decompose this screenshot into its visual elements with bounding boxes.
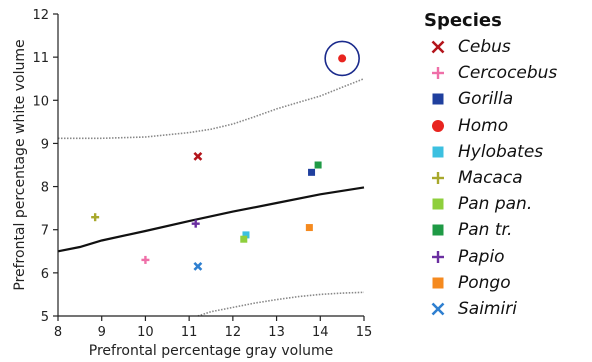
legend-label: Pan tr. bbox=[458, 220, 513, 241]
x-tick-label: 14 bbox=[312, 325, 329, 340]
legend-item-homo: Homo bbox=[424, 113, 557, 139]
y-tick-label: 8 bbox=[41, 181, 49, 196]
legend-marker bbox=[431, 40, 445, 54]
legend-marker bbox=[432, 67, 444, 80]
legend-marker-square-icon bbox=[432, 224, 444, 236]
legend-marker-square-icon bbox=[432, 198, 444, 210]
legend-label: Homo bbox=[458, 115, 509, 136]
y-tick-label: 7 bbox=[41, 224, 49, 239]
legend-marker bbox=[432, 224, 444, 236]
legend-marker-plus-icon bbox=[432, 172, 444, 185]
legend-marker-square-icon bbox=[432, 146, 444, 158]
legend-marker-plus-icon bbox=[432, 250, 444, 263]
legend-label: Cebus bbox=[458, 37, 511, 58]
legend-marker-square-icon bbox=[432, 93, 444, 105]
x-tick-label: 13 bbox=[268, 325, 285, 340]
legend-label: Pan pan. bbox=[458, 194, 533, 215]
legend-label: Papio bbox=[458, 246, 505, 267]
data-point-cebus bbox=[193, 151, 203, 161]
legend-marker-circle-icon bbox=[432, 119, 444, 132]
regression-line bbox=[57, 186, 365, 253]
legend-items: Cebus Cercocebus Gorilla Homo Hylobates Macac… bbox=[424, 34, 557, 322]
legend-item-papio: Papio bbox=[424, 244, 557, 270]
legend-marker-x-icon bbox=[431, 302, 445, 316]
legend-marker bbox=[432, 146, 444, 158]
legend-item-hylobates: Hylobates bbox=[424, 139, 557, 165]
data-point-gorilla bbox=[308, 168, 316, 176]
legend-marker bbox=[432, 250, 444, 263]
legend-item-saimiri: Saimiri bbox=[424, 296, 557, 322]
legend-label: Cercocebus bbox=[458, 63, 558, 84]
legend-item-gorilla: Gorilla bbox=[424, 86, 557, 112]
x-tick-label: 8 bbox=[54, 325, 62, 340]
x-tick-label: 15 bbox=[356, 325, 373, 340]
legend-item-cercocebus: Cercocebus bbox=[424, 60, 557, 86]
legend-label: Macaca bbox=[458, 168, 523, 189]
highlight-circle bbox=[324, 40, 360, 77]
legend-item-pan-tr: Pan tr. bbox=[424, 217, 557, 243]
legend-marker bbox=[432, 277, 444, 289]
lower-confidence-band bbox=[197, 291, 365, 317]
y-tick-label: 6 bbox=[41, 267, 49, 282]
legend: Species Cebus Cercocebus Gorilla Homo Hyloba… bbox=[424, 10, 557, 322]
y-axis-label: Prefrontal percentage white volume bbox=[12, 39, 28, 290]
legend-marker-plus-icon bbox=[432, 67, 444, 80]
x-axis-label: Prefrontal percentage gray volume bbox=[89, 343, 333, 359]
data-point-macaca bbox=[91, 213, 100, 222]
legend-label: Pongo bbox=[458, 272, 511, 293]
legend-marker bbox=[431, 302, 445, 316]
legend-marker bbox=[432, 198, 444, 210]
data-point-saimiri bbox=[193, 261, 203, 271]
data-point-pan-tr bbox=[314, 161, 322, 169]
legend-label: Hylobates bbox=[458, 141, 544, 162]
legend-title: Species bbox=[424, 10, 502, 31]
legend-marker-square-icon bbox=[432, 277, 444, 289]
data-point-papio bbox=[191, 219, 200, 228]
y-tick-label: 12 bbox=[32, 8, 49, 23]
legend-item-pongo: Pongo bbox=[424, 270, 557, 296]
legend-item-macaca: Macaca bbox=[424, 165, 557, 191]
legend-item-pan-pan: Pan pan. bbox=[424, 191, 557, 217]
y-tick-label: 11 bbox=[32, 51, 49, 66]
x-tick-label: 9 bbox=[98, 325, 106, 340]
upper-confidence-band bbox=[58, 77, 365, 140]
legend-item-cebus: Cebus bbox=[424, 34, 557, 60]
data-point-pongo bbox=[305, 224, 313, 232]
legend-label: Saimiri bbox=[458, 298, 517, 319]
data-point-cercocebus bbox=[141, 255, 150, 264]
legend-marker bbox=[432, 172, 444, 185]
data-point-hylobates bbox=[242, 231, 250, 239]
legend-marker bbox=[432, 119, 444, 132]
x-tick-label: 11 bbox=[181, 325, 198, 340]
x-tick-label: 12 bbox=[225, 325, 242, 340]
y-tick-label: 10 bbox=[32, 94, 49, 109]
y-tick-label: 9 bbox=[41, 137, 49, 152]
legend-marker bbox=[432, 93, 444, 105]
y-tick-label: 5 bbox=[41, 310, 49, 325]
x-tick-label: 10 bbox=[137, 325, 154, 340]
legend-marker-x-icon bbox=[431, 40, 445, 54]
data-point-pan-pan bbox=[240, 235, 248, 243]
legend-label: Gorilla bbox=[458, 89, 514, 110]
data-point-homo bbox=[338, 54, 347, 63]
